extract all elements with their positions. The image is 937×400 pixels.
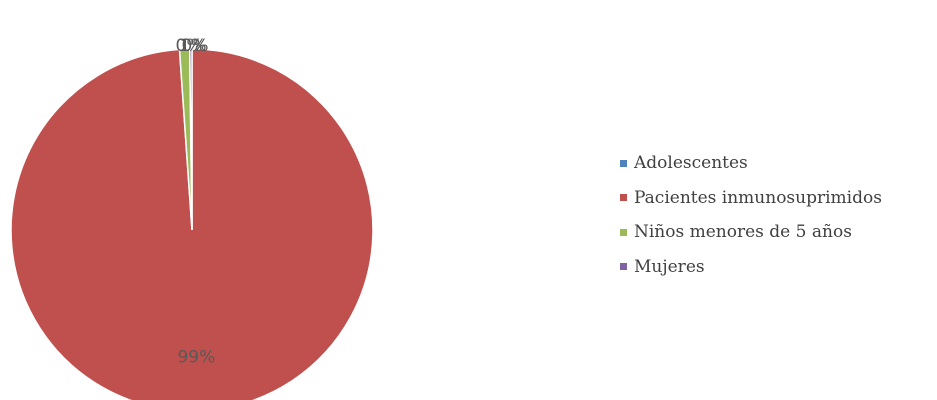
legend-swatch [620, 263, 627, 271]
legend-swatch [620, 194, 627, 202]
pie-slice-mujeres [188, 48, 193, 231]
legend-label: Mujeres [634, 256, 705, 277]
legend-item-ninos-menores-de-5-anos: Niños menores de 5 años [620, 215, 882, 250]
data-label-ninos-menores-de-5-anos: 1% [180, 36, 207, 56]
data-label-pacientes-inmunosuprimidos: 99% [177, 348, 215, 368]
legend-item-mujeres: Mujeres [620, 250, 882, 285]
legend-item-adolescentes: Adolescentes [620, 146, 882, 181]
pie-slice-pacientes-inmunosuprimidos [10, 48, 374, 400]
legend-label: Adolescentes [634, 153, 748, 174]
legend-swatch [620, 159, 627, 167]
data-label-mujeres: 0% [182, 36, 209, 56]
legend-swatch [620, 228, 627, 236]
legend: Adolescentes Pacientes inmunosuprimidos Ni… [620, 146, 882, 284]
legend-item-pacientes-inmunosuprimidos: Pacientes inmunosuprimidos [620, 181, 882, 216]
data-label-adolescentes: 0% [176, 36, 203, 56]
legend-label: Pacientes inmunosuprimidos [634, 187, 882, 208]
legend-label: Niños menores de 5 años [634, 222, 852, 243]
